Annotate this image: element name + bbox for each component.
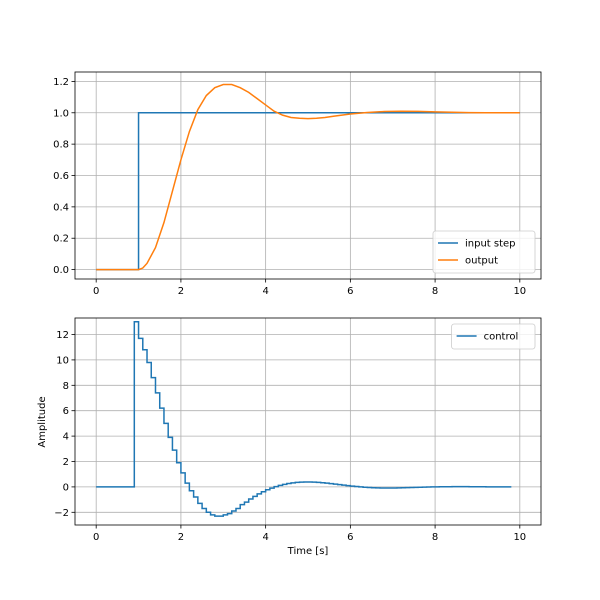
x-tick-label: 2: [178, 532, 184, 543]
legend: input step output: [432, 230, 536, 274]
x-tick-label: 6: [347, 532, 353, 543]
top-plot: 0 2 4 6 8 10 0.0 0.2 0.4 0.6 0.8 1.0 1.2 input step ou…: [53, 71, 542, 297]
y-tick-label: 1.2: [53, 77, 69, 88]
y-axis-label: Amplitude: [37, 396, 48, 447]
x-tick-label: 8: [432, 532, 438, 543]
legend-box: [451, 323, 536, 350]
y-tick-label: 0.0: [53, 265, 69, 276]
legend-label: input step: [465, 239, 516, 250]
y-tick-label: 12: [56, 330, 69, 341]
x-tick-label: 0: [93, 532, 99, 543]
y-tick-label: −2: [54, 508, 69, 519]
x-tick-label: 10: [513, 532, 526, 543]
x-axis-label: Time [s]: [287, 546, 329, 557]
y-tick-label: 0: [63, 482, 69, 493]
legend: control: [451, 323, 536, 350]
x-tick-label: 8: [432, 286, 438, 297]
y-tick-label: 0.4: [53, 202, 69, 213]
y-tick-label: 0.6: [53, 171, 69, 182]
y-tick-label: 6: [63, 406, 69, 417]
x-tick-label: 2: [178, 286, 184, 297]
y-tick-label: 2: [63, 457, 69, 468]
series-line-control: [96, 321, 512, 517]
y-tick-label: 0.2: [53, 234, 69, 245]
x-tick-label: 4: [262, 286, 268, 297]
axes-frame: [74, 317, 542, 526]
x-tick-label: 10: [513, 286, 526, 297]
y-tick-label: 4: [63, 432, 69, 443]
x-tick-label: 6: [347, 286, 353, 297]
y-tick-label: 0.8: [53, 140, 69, 151]
grid: [75, 318, 541, 525]
legend-box: [432, 230, 536, 274]
x-tick-label: 0: [93, 286, 99, 297]
legend-label: output: [465, 256, 498, 267]
bottom-plot: 0 2 4 6 8 10 −2 0 2 4 6 8 10 12 control: [54, 317, 542, 543]
y-tick-label: 1.0: [53, 108, 69, 119]
x-tick-label: 4: [262, 532, 268, 543]
series-line-output: [96, 83, 520, 271]
y-tick-label: 8: [63, 381, 69, 392]
y-tick-label: 10: [56, 355, 69, 366]
legend-label: control: [484, 332, 519, 343]
